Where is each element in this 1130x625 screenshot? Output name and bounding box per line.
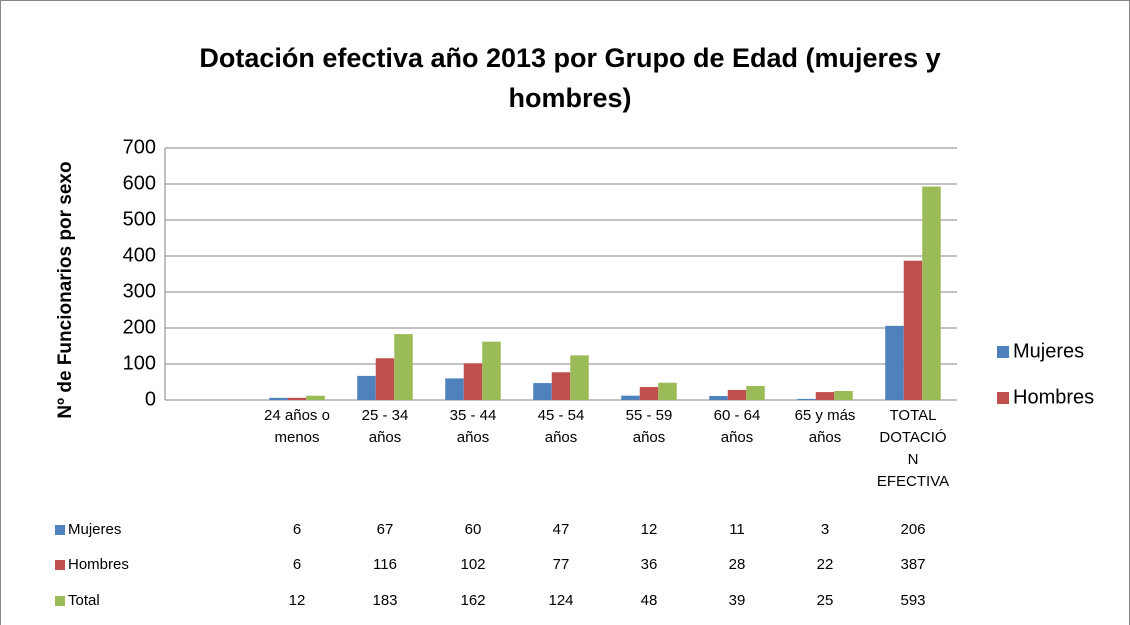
bar — [463, 363, 483, 400]
data-table-value: 387 — [900, 556, 925, 573]
bar — [639, 387, 659, 400]
data-table-value: 116 — [373, 556, 397, 573]
bar — [922, 186, 941, 400]
table-series-name: Total — [68, 592, 100, 609]
y-tick-label: 100 — [123, 352, 156, 374]
table-key — [55, 560, 65, 570]
y-tick-label: 700 — [123, 136, 156, 158]
bar — [306, 395, 325, 400]
x-tick-label: 45 - 54 años — [537, 407, 585, 446]
data-table-value: 12 — [641, 521, 658, 538]
table-key — [55, 596, 65, 606]
data-table-value: 11 — [729, 521, 745, 538]
data-table-value: 39 — [729, 592, 746, 609]
bar — [797, 398, 816, 400]
data-table-value: 67 — [377, 521, 394, 538]
bar — [834, 391, 853, 400]
chart-title: Dotación efectiva año 2013 por Grupo de … — [199, 43, 941, 113]
data-table-value: 60 — [465, 521, 482, 538]
table-series-name: Mujeres — [68, 521, 121, 538]
data-table-value: 183 — [372, 592, 397, 609]
data-table-value: 6 — [293, 556, 301, 573]
bar — [269, 397, 288, 400]
legend-key — [997, 346, 1009, 358]
data-table-value: 77 — [553, 556, 570, 573]
x-tick-label: 65 y más años — [794, 407, 856, 446]
data-table-value: 593 — [900, 592, 925, 609]
data-table-value: 25 — [817, 592, 834, 609]
table-series-name: Hombres — [68, 556, 129, 573]
y-tick-label: 200 — [123, 316, 156, 338]
data-table-value: 6 — [293, 521, 301, 538]
y-tick-label: 400 — [123, 244, 156, 266]
table-key — [55, 525, 65, 535]
y-tick-label: 0 — [145, 388, 156, 410]
data-table-value: 22 — [817, 556, 834, 573]
legend-key — [997, 392, 1009, 404]
bar — [445, 378, 464, 400]
bar — [357, 375, 376, 400]
bar — [658, 382, 677, 400]
bar — [709, 396, 728, 400]
bar — [394, 334, 413, 400]
x-tick-label: 55 - 59 años — [625, 407, 673, 446]
x-tick-label: 60 - 64 años — [713, 407, 761, 446]
data-table-value: 12 — [289, 592, 306, 609]
x-tick-label: 25 - 34 años — [361, 407, 409, 446]
bar — [746, 385, 765, 400]
data-table-value: 162 — [460, 592, 485, 609]
bar — [533, 383, 552, 400]
y-tick-label: 300 — [123, 280, 156, 302]
x-tick-label: 35 - 44 años — [449, 407, 497, 446]
bar — [885, 325, 904, 400]
x-tick-label: 24 años o menos — [264, 407, 330, 446]
bar — [482, 341, 501, 400]
data-table-value: 3 — [821, 521, 829, 538]
data-table-value: 48 — [641, 592, 658, 609]
y-tick-label: 600 — [123, 172, 156, 194]
data-table-value: 36 — [641, 556, 658, 573]
data-table-value: 124 — [548, 592, 573, 609]
data-table-value: 102 — [460, 556, 485, 573]
y-tick-label: 500 — [123, 208, 156, 230]
bar — [903, 260, 923, 400]
bar — [375, 358, 395, 400]
legend-label: Hombres — [1013, 386, 1094, 408]
x-tick-label: TOTAL DOTACIÓN EFECTIVA — [876, 407, 950, 490]
bar — [815, 392, 835, 400]
data-table-value: 206 — [900, 521, 925, 538]
data-table-value: 47 — [553, 521, 570, 538]
bar — [621, 395, 640, 400]
bar — [727, 389, 747, 400]
legend-label: Mujeres — [1013, 340, 1084, 362]
bar — [551, 372, 571, 400]
data-table-value: 28 — [729, 556, 746, 573]
bar — [287, 397, 307, 400]
bar — [570, 355, 589, 400]
y-axis-title: Nº de Funcionarios por sexo — [55, 161, 76, 418]
